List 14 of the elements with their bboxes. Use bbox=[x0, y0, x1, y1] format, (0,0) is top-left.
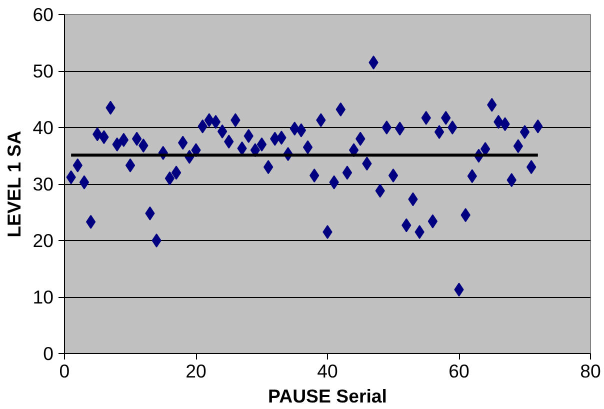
y-tick-label: 20 bbox=[32, 230, 54, 251]
x-tick-label: 20 bbox=[186, 360, 206, 382]
y-tick-label: 50 bbox=[32, 60, 54, 82]
y-tick-label: 40 bbox=[32, 117, 54, 138]
y-tick-label: 0 bbox=[43, 343, 54, 364]
x-tick-label: 0 bbox=[59, 360, 70, 382]
y-tick-label: 60 bbox=[32, 4, 54, 25]
x-tick-label: 60 bbox=[448, 360, 470, 382]
y-tick-label: 30 bbox=[32, 174, 54, 194]
x-tick-label: 40 bbox=[317, 360, 338, 382]
x-tick-label: 80 bbox=[580, 360, 601, 382]
y-tick-label: 10 bbox=[32, 286, 54, 308]
x-axis-title: PAUSE Serial bbox=[268, 386, 387, 406]
y-axis-title: LEVEL 1 SA bbox=[4, 130, 25, 238]
